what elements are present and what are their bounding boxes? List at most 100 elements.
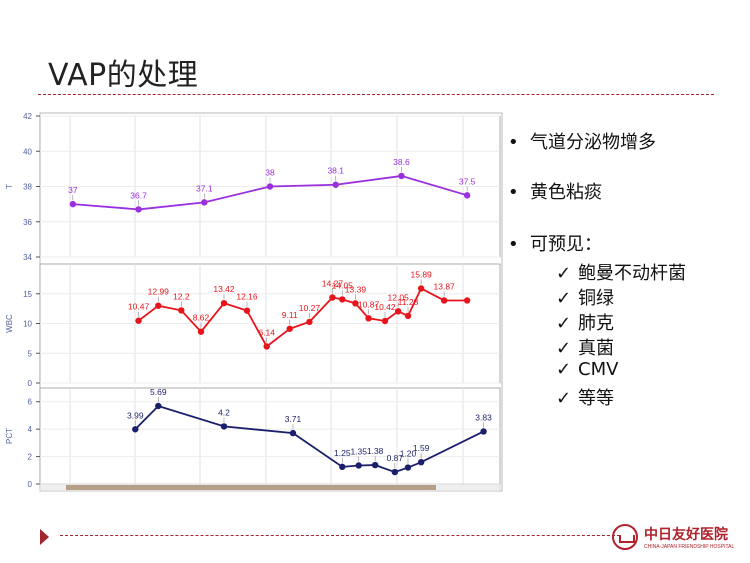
data-point <box>417 285 425 292</box>
check-icon: ✓ <box>556 359 572 380</box>
data-point <box>220 299 228 307</box>
data-label: 37 <box>68 185 78 195</box>
sub-item-text: 铜绿 <box>578 288 614 309</box>
data-label: 13.42 <box>213 284 235 294</box>
data-label: 1.25 <box>334 448 351 458</box>
data-point <box>398 172 405 180</box>
data-label: 12.99 <box>148 287 170 297</box>
data-label: 14.05 <box>332 280 354 290</box>
sub-list-item: ✓ CMV <box>556 359 618 380</box>
data-point <box>155 302 162 309</box>
sub-item-text: 等等 <box>578 388 614 409</box>
y-tick-label: 2 <box>28 453 33 462</box>
chart-panel-0: 34 36 38 40 42 T 37 36.7 37.1 38 38.1 38.6 37.5 <box>5 112 501 262</box>
bullet-text: 黄色粘痰 <box>530 182 602 203</box>
bullet-dot-icon: • <box>508 182 519 203</box>
data-point <box>355 462 362 469</box>
data-label: 1.38 <box>367 446 384 456</box>
slide-title: VAP的处理 <box>48 58 199 93</box>
data-label: 14.27 <box>322 278 344 288</box>
data-point <box>306 318 313 326</box>
y-tick-label: 40 <box>23 147 32 156</box>
bullet-dot-icon: • <box>508 234 519 255</box>
scrollbar-thumb <box>66 485 436 490</box>
y-tick-label: 0 <box>28 480 33 489</box>
data-label: 10.47 <box>128 302 150 312</box>
data-label: 3.83 <box>475 412 492 422</box>
y-tick-label: 10 <box>23 320 32 329</box>
check-icon: ✓ <box>556 388 572 409</box>
sub-list-item: ✓ 鲍曼不动杆菌 <box>556 259 686 285</box>
title-divider <box>38 94 714 95</box>
sub-list-item: ✓ 真菌 <box>556 334 614 360</box>
data-label: 3.99 <box>127 410 144 420</box>
bullet-item: • 黄色粘痰 <box>508 178 602 204</box>
data-point <box>329 294 336 301</box>
data-label: 1.59 <box>413 443 430 453</box>
check-icon: ✓ <box>556 288 572 309</box>
y-tick-label: 6 <box>28 398 33 407</box>
data-point <box>178 307 185 314</box>
sub-item-text: 鲍曼不动杆菌 <box>578 263 686 284</box>
data-label: 38.1 <box>327 166 344 176</box>
data-label: 10.27 <box>299 303 321 313</box>
data-point <box>289 429 297 437</box>
bullet-dot-icon: • <box>508 132 519 153</box>
data-point <box>197 328 205 335</box>
sub-list-item: ✓ 等等 <box>556 384 614 410</box>
bullet-item: • 气道分泌物增多 <box>508 128 656 154</box>
bullet-text: 可预见： <box>530 234 602 255</box>
data-label: 12.16 <box>236 292 258 302</box>
y-tick-label: 4 <box>28 425 33 434</box>
footer-divider <box>60 535 620 536</box>
plot-area <box>39 387 501 485</box>
data-point <box>332 181 339 188</box>
y-tick-label: 15 <box>23 290 32 299</box>
data-label: 13.87 <box>434 281 456 291</box>
data-label: 9.11 <box>282 310 298 320</box>
data-label: 37.1 <box>196 183 213 193</box>
axis-label: WBC <box>5 314 14 333</box>
data-point <box>155 402 162 410</box>
data-label: 1.35 <box>350 446 367 456</box>
data-point <box>286 325 293 332</box>
data-point <box>365 315 372 322</box>
data-label: 3.71 <box>285 414 302 424</box>
data-label: 4.2 <box>218 407 230 417</box>
logo-name-en: CHINA-JAPAN FRIENDSHIP HOSPITAL <box>644 544 735 550</box>
sub-list-item: ✓ 铜绿 <box>556 284 614 310</box>
data-label: 38 <box>265 168 275 178</box>
logo-name-cn: 中日友好医院 <box>644 527 728 543</box>
bullet-item: • 可预见： <box>508 230 602 256</box>
y-tick-label: 36 <box>23 218 32 227</box>
data-label: 10.42 <box>374 302 396 312</box>
data-point <box>440 297 448 304</box>
data-point <box>135 206 142 213</box>
data-label: 12.05 <box>388 292 410 302</box>
data-point <box>135 317 142 324</box>
data-label: 12.2 <box>173 291 190 301</box>
data-label: 0.87 <box>387 453 404 463</box>
data-point <box>339 463 346 471</box>
y-tick-label: 38 <box>23 183 32 192</box>
data-point <box>69 200 77 208</box>
data-label: 10.87 <box>358 299 380 309</box>
y-tick-label: 0 <box>28 379 33 388</box>
data-point <box>480 428 487 435</box>
data-label: 38.6 <box>393 157 410 167</box>
sub-item-text: CMV <box>578 359 619 380</box>
check-icon: ✓ <box>556 263 572 284</box>
data-label: 1.20 <box>400 449 417 459</box>
data-point <box>339 296 346 303</box>
y-tick-label: 5 <box>28 349 33 358</box>
data-point <box>132 426 139 433</box>
data-point <box>394 308 402 315</box>
data-label: 5.69 <box>150 387 167 397</box>
bullet-text: 气道分泌物增多 <box>530 132 656 153</box>
data-point <box>352 300 359 307</box>
data-point <box>263 343 270 350</box>
data-point <box>417 458 425 466</box>
data-label: 8.62 <box>193 313 210 323</box>
